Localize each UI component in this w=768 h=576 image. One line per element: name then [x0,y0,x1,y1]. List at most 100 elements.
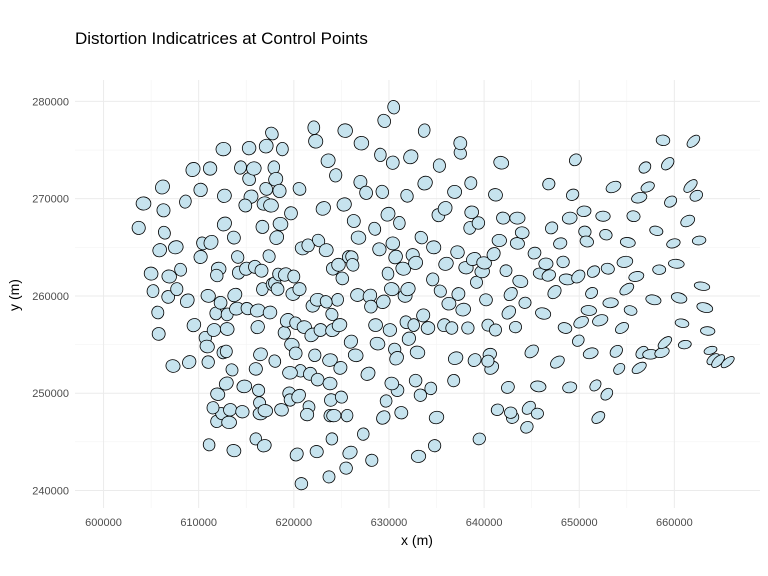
indicatrix-ellipse [585,287,599,299]
indicatrix-ellipse [346,214,361,228]
indicatrix-ellipse [227,230,241,245]
indicatrix-ellipse [453,146,467,160]
indicatrix-ellipse [379,394,393,408]
indicatrix-ellipse [254,263,269,278]
indicatrix-ellipse [550,355,565,369]
indicatrix-ellipse [693,281,711,291]
indicatrix-ellipse [389,351,404,366]
indicatrix-ellipse [250,320,265,335]
indicatrix-ellipse [353,135,370,151]
x-tick-label: 640000 [466,517,503,529]
indicatrix-ellipse [720,356,735,369]
x-tick-label: 660000 [656,517,693,529]
indicatrix-ellipse [471,216,486,230]
y-tick-label: 260000 [32,291,69,303]
indicatrix-ellipse [428,410,445,425]
indicatrix-ellipse [470,275,483,289]
indicatrix-ellipse [530,407,544,420]
indicatrix-ellipse [664,195,678,208]
indicatrix-ellipse [591,411,606,424]
indicatrix-ellipse [408,373,423,388]
indicatrix-ellipse [496,211,511,225]
indicatrix-ellipse [384,282,400,297]
indicatrix-ellipse [223,403,238,417]
indicatrix-ellipse [310,372,325,387]
indicatrix-ellipse [182,355,197,370]
indicatrix-ellipse [161,290,176,304]
indicatrix-ellipse [359,185,373,200]
indicatrix-ellipse [626,210,641,223]
indicatrix-ellipse [200,289,216,303]
indicatrix-ellipse [248,362,263,376]
indicatrix-ellipse [501,305,516,320]
indicatrix-ellipse [619,282,635,296]
indicatrix-ellipse [613,362,626,375]
indicatrix-ellipse [377,113,391,128]
indicatrix-ellipse [206,401,220,415]
indicatrix-ellipse [553,237,568,250]
indicatrix-ellipse [199,339,215,354]
indicatrix-ellipse [645,294,662,306]
indicatrix-layer [131,100,735,491]
indicatrix-ellipse [246,161,262,176]
indicatrix-ellipse [180,293,195,309]
indicatrix-ellipse [256,282,269,296]
chart-title: Distortion Indicatrices at Control Point… [75,29,368,48]
indicatrix-ellipse [512,274,529,288]
indicatrix-ellipse [661,157,675,171]
indicatrix-ellipse [385,155,400,170]
indicatrix-ellipse [631,361,647,375]
indicatrix-ellipse [453,136,468,151]
indicatrix-ellipse [464,205,479,220]
indicatrix-ellipse [376,294,391,309]
indicatrix-ellipse [686,134,701,148]
indicatrix-ellipse [623,305,638,316]
indicatrix-ellipse [206,323,221,337]
indicatrix-ellipse [640,181,655,193]
indicatrix-ellipse [288,346,303,361]
indicatrix-ellipse [696,302,714,313]
indicatrix-ellipse [231,250,245,264]
indicatrix-ellipse [201,355,215,369]
indicatrix-ellipse [253,347,268,362]
indicatrix-ellipse [576,205,592,218]
indicatrix-ellipse [221,415,237,430]
indicatrix-ellipse [326,408,342,423]
indicatrix-ellipse [400,189,414,203]
indicatrix-ellipse [252,383,266,397]
indicatrix-ellipse [432,158,446,173]
indicatrix-ellipse [262,249,276,263]
indicatrix-ellipse [518,296,532,309]
indicatrix-ellipse [333,361,348,375]
indicatrix-ellipse [369,336,386,351]
indicatrix-ellipse [689,189,703,202]
indicatrix-ellipse [185,162,201,177]
indicatrix-ellipse [414,230,428,245]
indicatrix-ellipse [362,288,378,304]
y-tick-labels: 240000 250000 260000 270000 280000 [32,96,69,497]
indicatrix-ellipse [236,379,253,394]
indicatrix-ellipse [262,305,278,320]
indicatrix-ellipse [313,323,328,337]
indicatrix-ellipse [292,182,307,196]
indicatrix-ellipse [703,345,718,355]
indicatrix-ellipse [683,179,698,193]
indicatrix-ellipse [277,326,291,340]
indicatrix-ellipse [227,287,243,303]
indicatrix-ellipse [368,318,383,332]
indicatrix-ellipse [609,344,623,358]
indicatrix-ellipse [168,240,184,255]
indicatrix-ellipse [491,233,507,248]
indicatrix-ellipse [257,439,272,453]
indicatrix-ellipse [152,243,167,258]
indicatrix-ellipse [226,444,242,458]
indicatrix-ellipse [174,262,187,277]
indicatrix-ellipse [225,363,239,377]
indicatrix-ellipse [557,322,573,334]
indicatrix-ellipse [619,237,636,248]
indicatrix-ellipse [319,295,333,309]
indicatrix-ellipse [580,305,597,316]
indicatrix-ellipse [318,243,334,258]
indicatrix-ellipse [215,141,232,157]
indicatrix-ellipse [592,314,609,327]
